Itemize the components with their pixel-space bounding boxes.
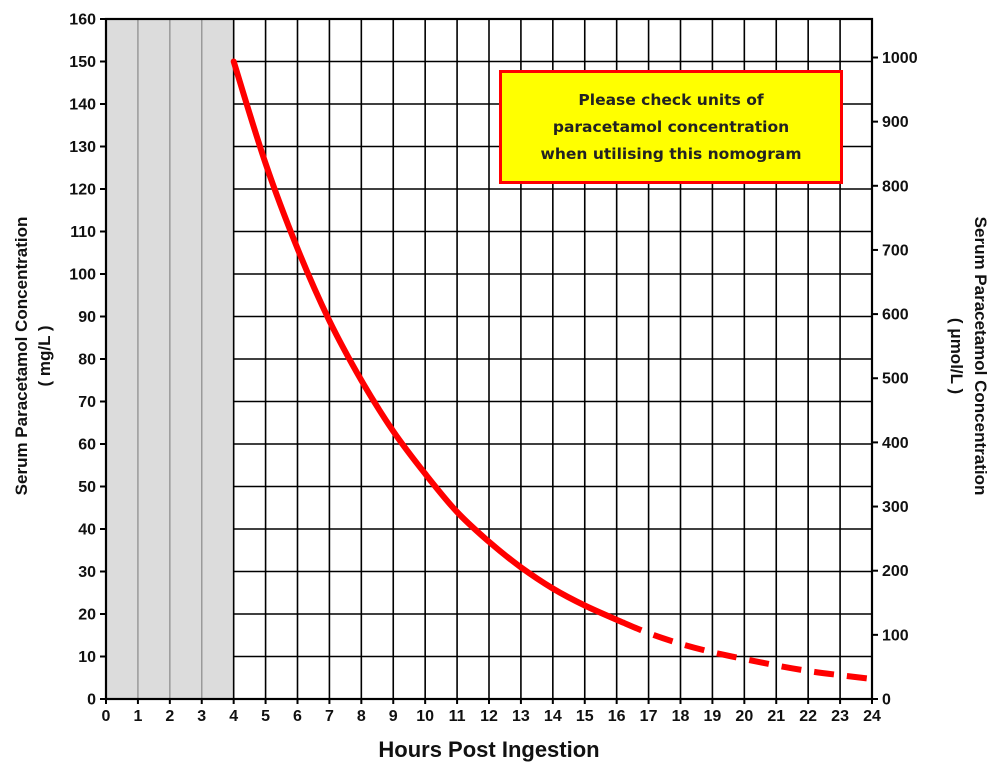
x-tick-label: 9 — [389, 708, 398, 725]
y-tick-label: 30 — [78, 564, 96, 581]
x-tick-label: 4 — [229, 708, 238, 725]
x-tick-label: 17 — [640, 708, 658, 725]
y-axis-title: Serum Paracetamol Concentration — [12, 217, 31, 496]
y-tick-label: 10 — [78, 649, 96, 666]
y-tick-label: 110 — [70, 224, 96, 241]
y2-tick-label: 0 — [882, 692, 891, 709]
x-tick-label: 23 — [831, 708, 849, 725]
units-warning-text: Please check units of paracetamol concen… — [511, 87, 831, 168]
y2-tick-label: 1000 — [882, 50, 918, 67]
x-tick-label: 13 — [512, 708, 530, 725]
y-tick-label: 100 — [69, 267, 96, 284]
x-tick-label: 1 — [133, 708, 142, 725]
y-tick-label: 50 — [78, 479, 96, 496]
y-axis-unit: ( mg/L ) — [35, 325, 54, 386]
treatment-line-solid — [230, 58, 626, 626]
x-tick-label: 20 — [735, 708, 753, 725]
y2-tick-label: 800 — [882, 178, 909, 195]
y-tick-label: 40 — [78, 522, 96, 539]
y2-tick-label: 500 — [882, 371, 909, 388]
y2-axis-unit: ( μmol/L ) — [947, 318, 966, 394]
x-tick-label: 14 — [544, 708, 562, 725]
x-tick-label: 11 — [449, 708, 466, 725]
x-tick-label: 16 — [608, 708, 626, 725]
y-tick-label: 90 — [78, 309, 96, 326]
warning-line-3: when utilising this nomogram — [540, 144, 802, 163]
y2-axis-title: Serum Paracetamol Concentration — [971, 217, 990, 496]
warning-line-1: Please check units of — [578, 90, 764, 109]
y2-tick-label: 400 — [882, 435, 909, 452]
x-tick-label: 7 — [325, 708, 334, 725]
y-tick-label: 0 — [87, 692, 96, 709]
warning-line-2: paracetamol concentration — [552, 117, 790, 136]
units-warning-box: Please check units of paracetamol concen… — [499, 70, 843, 184]
x-tick-label: 21 — [767, 708, 785, 725]
y-tick-label: 60 — [78, 437, 96, 454]
x-tick-label: 22 — [799, 708, 817, 725]
treatment-line-dashed — [621, 619, 873, 682]
y2-tick-label: 600 — [882, 307, 909, 324]
x-tick-label: 0 — [102, 708, 111, 725]
x-tick-label: 10 — [416, 708, 434, 725]
y-tick-label: 160 — [69, 12, 96, 29]
y-tick-label: 150 — [69, 54, 96, 71]
x-tick-label: 12 — [480, 708, 498, 725]
y2-tick-label: 900 — [882, 114, 909, 131]
y-tick-label: 120 — [69, 182, 96, 199]
x-axis-title: Hours Post Ingestion — [378, 737, 599, 762]
x-tick-label: 3 — [197, 708, 206, 725]
y-tick-label: 140 — [69, 97, 96, 114]
y2-tick-label: 100 — [882, 627, 909, 644]
y2-tick-label: 200 — [882, 563, 909, 580]
x-tick-label: 15 — [576, 708, 594, 725]
x-tick-label: 18 — [672, 708, 690, 725]
y2-tick-label: 300 — [882, 499, 909, 516]
y-tick-label: 80 — [78, 352, 96, 369]
y-tick-label: 70 — [78, 394, 96, 411]
y-tick-label: 130 — [69, 139, 96, 156]
x-tick-label: 8 — [357, 708, 366, 725]
y2-tick-label: 700 — [882, 242, 909, 259]
y-tick-label: 20 — [78, 607, 96, 624]
x-tick-label: 2 — [165, 708, 174, 725]
x-tick-label: 24 — [863, 708, 881, 725]
x-tick-label: 5 — [261, 708, 270, 725]
x-tick-label: 6 — [293, 708, 302, 725]
x-tick-label: 19 — [704, 708, 722, 725]
